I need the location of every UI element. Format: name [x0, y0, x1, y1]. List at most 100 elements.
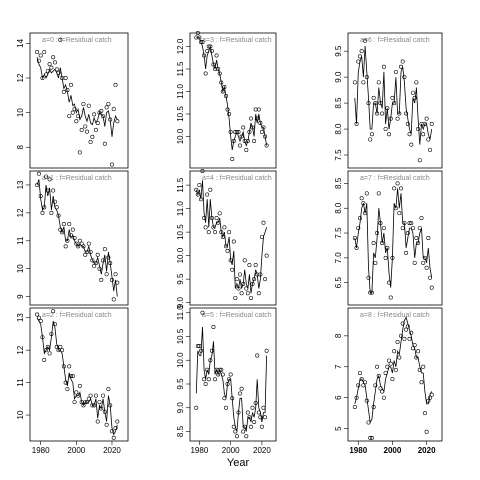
data-point	[238, 391, 243, 396]
data-point	[76, 114, 81, 119]
data-point	[104, 105, 109, 110]
panel-frame	[29, 307, 129, 442]
data-point	[234, 277, 239, 282]
data-point	[49, 65, 54, 70]
data-point	[74, 119, 79, 124]
data-point	[216, 372, 221, 377]
data-point	[390, 377, 395, 382]
data-point	[376, 191, 381, 196]
data-point	[383, 127, 388, 132]
y-tick-label: 10.0	[176, 128, 185, 144]
data-point	[361, 80, 366, 85]
panel-frame	[347, 307, 443, 442]
data-point	[36, 171, 41, 176]
data-point	[230, 267, 235, 272]
data-point	[113, 272, 118, 277]
data-point	[63, 76, 68, 81]
data-point	[247, 263, 252, 268]
data-point	[217, 367, 222, 372]
data-point	[52, 199, 57, 204]
data-point	[419, 380, 424, 385]
y-tick-label: 11.5	[176, 61, 185, 77]
data-point	[70, 227, 75, 232]
data-point	[239, 134, 244, 139]
panel-frame	[189, 307, 277, 442]
data-point	[264, 348, 269, 353]
data-point	[402, 336, 407, 341]
data-point	[409, 221, 414, 226]
data-point	[395, 116, 400, 121]
data-point	[352, 80, 357, 85]
y-tick-label: 10	[16, 108, 25, 117]
y-tick-label: 9.5	[176, 378, 185, 390]
data-point	[263, 415, 268, 420]
data-point	[60, 230, 65, 235]
data-point	[405, 231, 410, 236]
data-point	[211, 324, 216, 329]
data-point	[364, 191, 369, 196]
data-point	[88, 393, 93, 398]
data-point	[83, 252, 88, 257]
data-point	[256, 107, 261, 112]
data-point	[252, 419, 257, 424]
data-point	[67, 364, 72, 369]
data-point	[47, 177, 52, 182]
data-point	[99, 108, 104, 113]
data-point	[429, 285, 434, 290]
data-point	[225, 248, 230, 253]
data-point	[261, 220, 266, 225]
data-point	[214, 216, 219, 221]
y-tick-label: 8.0	[334, 202, 343, 214]
data-point	[261, 405, 266, 410]
data-point	[115, 119, 120, 124]
x-axis-label: Year	[227, 457, 250, 469]
data-point	[409, 142, 414, 147]
y-tick-label: 9.0	[334, 71, 343, 83]
y-tick-label: 6.5	[334, 277, 343, 289]
data-point	[208, 187, 213, 192]
data-point	[67, 222, 72, 227]
data-point	[419, 216, 424, 221]
data-point	[227, 230, 232, 235]
y-tick-label: 8.0	[334, 123, 343, 135]
data-point	[106, 101, 111, 106]
data-point	[395, 340, 400, 345]
data-point	[404, 111, 409, 116]
data-point	[58, 344, 63, 349]
y-tick-label: 10.5	[176, 328, 185, 344]
data-point	[203, 71, 208, 76]
data-point	[407, 336, 412, 341]
data-point	[255, 353, 260, 358]
data-point	[77, 383, 82, 388]
data-point	[253, 263, 258, 268]
panel-frame	[347, 32, 443, 169]
data-point	[95, 252, 100, 257]
y-tick-label: 10.0	[176, 247, 185, 263]
data-point	[359, 196, 364, 201]
data-point	[424, 265, 429, 270]
data-point	[404, 327, 409, 332]
y-tick-label: 8.5	[334, 97, 343, 109]
y-tick-label: 8.5	[334, 177, 343, 189]
data-point	[79, 127, 84, 132]
data-point	[244, 434, 249, 439]
x-tick-label: 2020	[103, 446, 121, 455]
data-point	[205, 192, 210, 197]
data-point	[404, 250, 409, 255]
data-point	[245, 410, 250, 415]
data-point	[258, 415, 263, 420]
y-tick-label: 8.5	[176, 425, 185, 437]
data-point	[35, 50, 40, 55]
data-point	[248, 295, 253, 300]
data-point	[47, 351, 52, 356]
fitted-line	[36, 317, 118, 436]
data-point	[92, 263, 97, 268]
data-point	[102, 141, 107, 146]
data-point	[70, 374, 75, 379]
data-point	[203, 225, 208, 230]
data-point	[72, 400, 77, 405]
y-tick-label: 11.5	[176, 177, 185, 193]
data-point	[81, 101, 86, 106]
data-point	[373, 260, 378, 265]
data-point	[45, 69, 50, 74]
